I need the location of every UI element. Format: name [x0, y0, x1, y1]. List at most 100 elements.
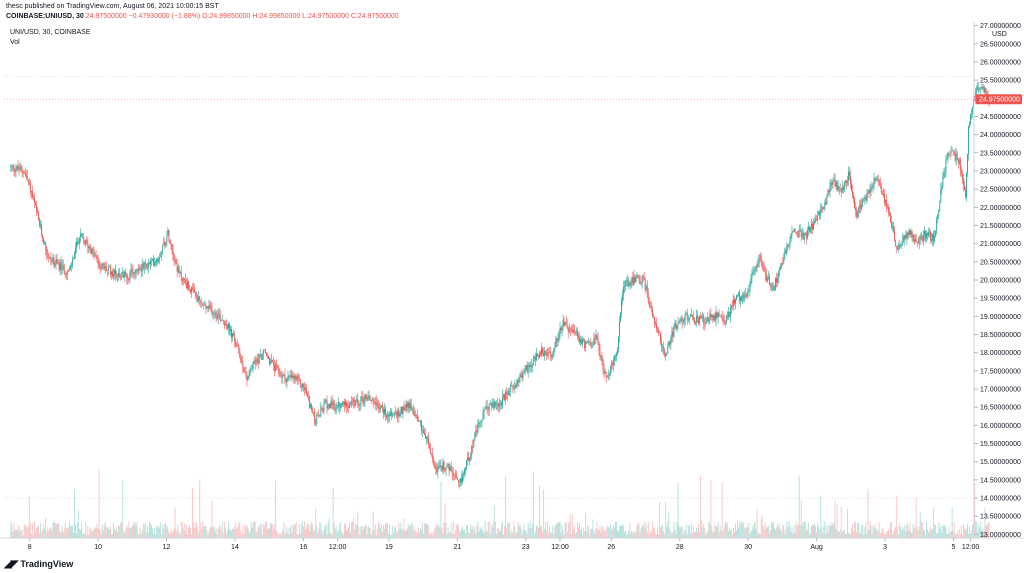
volume-bar: [686, 534, 688, 538]
candle-body: [802, 232, 804, 240]
candle-body: [223, 321, 225, 326]
volume-bar: [640, 527, 642, 538]
volume-bar: [905, 531, 907, 538]
candle-body: [171, 244, 173, 250]
volume-bar: [549, 525, 551, 538]
price-axis[interactable]: 13.0000000013.5000000014.0000000014.5000…: [973, 22, 1022, 539]
price-tick-label: 25.50000000: [980, 78, 1021, 85]
volume-bar: [216, 534, 218, 538]
volume-bar: [861, 525, 863, 538]
candle-body: [209, 305, 211, 307]
candle-body: [149, 260, 151, 265]
volume-bar: [685, 524, 687, 538]
candle-body: [592, 344, 594, 346]
volume-bar: [177, 524, 179, 538]
volume-bar: [586, 531, 588, 538]
candle-body: [475, 430, 477, 433]
candle-body: [923, 230, 925, 236]
candle-body: [856, 210, 858, 217]
candle-body: [842, 187, 844, 191]
volume-bar: [514, 526, 516, 538]
candle-body: [118, 273, 120, 276]
volume-bar: [737, 521, 739, 538]
volume-bar: [185, 524, 187, 538]
series-legend[interactable]: UNI/USD, 30, COINBASE: [10, 29, 91, 36]
volume-bar: [555, 524, 557, 538]
volume-bar: [291, 533, 293, 538]
candle-body: [519, 373, 521, 378]
candle-body: [607, 374, 609, 378]
volume-bar: [218, 525, 220, 538]
volume-legend[interactable]: Vol: [10, 39, 20, 46]
volume-bar: [714, 524, 716, 538]
volume-bar: [933, 507, 935, 538]
volume-bar: [589, 533, 591, 538]
candle-body: [513, 387, 515, 389]
candle-body: [692, 316, 694, 320]
candle-body: [688, 317, 690, 320]
candle-body: [261, 354, 263, 360]
volume-bar: [495, 534, 497, 538]
candle-body: [356, 399, 358, 402]
candle-body: [417, 420, 419, 422]
candle-body: [184, 279, 186, 284]
candle-body: [876, 178, 878, 180]
volume-bar: [684, 530, 686, 538]
candle-body: [544, 350, 546, 357]
candle-body: [363, 400, 365, 404]
candle-body: [903, 236, 905, 241]
footer-brand[interactable]: ◢◤ TradingView: [4, 557, 73, 571]
candle-body: [751, 274, 753, 278]
candle-body: [649, 306, 651, 308]
volume-bar: [46, 531, 48, 538]
candle-body: [671, 331, 673, 338]
candle-body: [593, 338, 595, 345]
volume-bar: [817, 522, 819, 538]
candle-body: [514, 384, 516, 389]
candle-body: [35, 202, 36, 206]
volume-bar: [104, 522, 106, 538]
candle-body: [352, 401, 354, 403]
volume-bar: [170, 528, 172, 538]
candle-body: [788, 246, 790, 247]
volume-bar: [26, 527, 28, 538]
volume-bar: [725, 522, 727, 538]
volume-bar: [519, 523, 521, 538]
candle-body: [772, 286, 773, 288]
volume-bar: [141, 530, 143, 538]
volume-bar: [493, 505, 495, 538]
volume-bar: [82, 532, 84, 538]
candle-body: [883, 193, 885, 203]
volume-bar: [202, 521, 204, 538]
volume-bar: [700, 475, 702, 538]
volume-bar: [176, 531, 178, 538]
candle-body: [893, 226, 895, 232]
candle-body: [274, 365, 276, 371]
volume-bar: [545, 522, 547, 538]
volume-bar: [51, 530, 53, 538]
volume-bar: [279, 533, 281, 538]
volume-bar: [248, 531, 250, 538]
volume-bar: [299, 533, 301, 538]
volume-bar: [338, 524, 340, 538]
volume-bar: [834, 501, 836, 538]
candle-body: [26, 175, 28, 180]
volume-bar: [441, 527, 443, 538]
candle-body: [754, 269, 756, 272]
candle-body: [679, 318, 681, 323]
volume-bar: [240, 530, 242, 538]
candle-body: [112, 271, 113, 277]
candle-body: [529, 364, 531, 367]
candle-body: [914, 239, 916, 242]
candle-body: [378, 407, 380, 409]
time-axis[interactable]: 8 10 12 14 16 12:00 19 21 23 12:00 26 28 30 Aug 3 5 12:0…: [0, 537, 1024, 551]
candle-body: [674, 322, 676, 327]
candle-body: [296, 376, 298, 381]
candle-body: [236, 345, 238, 347]
candle-body: [767, 277, 769, 278]
volume-bar: [840, 507, 842, 538]
candle-body: [260, 354, 262, 360]
candle-body: [210, 306, 212, 309]
volume-bar: [58, 523, 60, 538]
